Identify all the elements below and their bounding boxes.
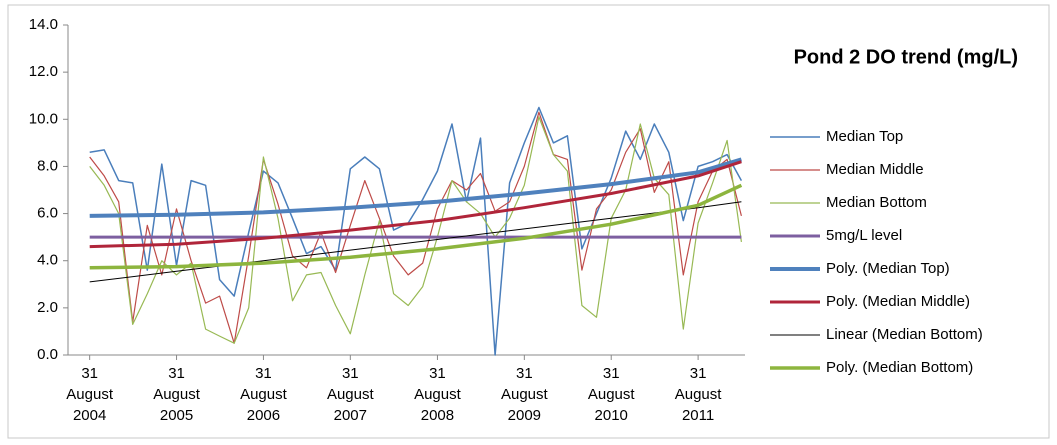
legend-label: Median Middle [826, 161, 924, 178]
legend-label: Median Bottom [826, 194, 927, 211]
y-tick-label: 8.0 [37, 157, 58, 174]
legend-label: Poly. (Median Top) [826, 260, 950, 277]
series-line [89, 116, 742, 344]
series-line [89, 160, 742, 249]
series-line [89, 106, 743, 356]
legend-label: Poly. (Median Bottom) [826, 359, 973, 376]
x-tick-label: 31 August 2010 [587, 365, 635, 424]
y-tick-label: 12.0 [29, 63, 58, 80]
x-tick-label: 31 August 2007 [326, 365, 374, 424]
series-line [89, 183, 743, 270]
chart-frame [7, 4, 1050, 439]
legend-label: Linear (Median Bottom) [826, 326, 983, 343]
series-line [89, 111, 742, 344]
x-tick-label: 31 August 2009 [500, 365, 548, 424]
y-tick-label: 2.0 [37, 299, 58, 316]
legend-label: 5mg/L level [826, 227, 902, 244]
y-tick-label: 4.0 [37, 252, 58, 269]
y-tick-label: 10.0 [29, 110, 58, 127]
legend-label: Median Top [826, 128, 903, 145]
y-tick-label: 6.0 [37, 205, 58, 222]
y-tick-label: 0.0 [37, 346, 58, 363]
legend-label: Poly. (Median Middle) [826, 293, 970, 310]
chart-title: Pond 2 DO trend (mg/L) [794, 46, 1018, 68]
x-tick-label: 31 August 2008 [414, 365, 461, 424]
series-line [89, 157, 742, 218]
x-tick-label: 31 August 2006 [240, 365, 287, 424]
x-tick-label: 31 August 2004 [66, 365, 113, 424]
x-tick-label: 31 August 2005 [153, 365, 200, 424]
x-tick-label: 31 August 2011 [674, 365, 722, 424]
y-tick-label: 14.0 [29, 16, 58, 33]
